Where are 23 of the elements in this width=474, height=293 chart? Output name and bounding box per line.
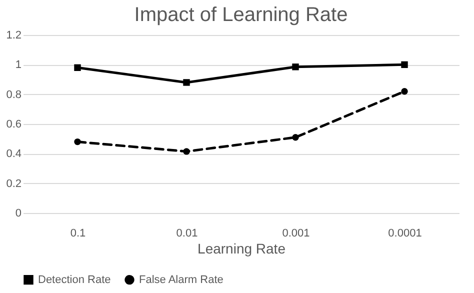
- legend-label: Detection Rate: [38, 274, 111, 286]
- x-tick-label: 0.0001: [388, 228, 422, 240]
- point: [292, 64, 299, 70]
- y-tick-label: 1.2: [6, 30, 22, 42]
- point: [401, 61, 408, 68]
- y-tick-label: 0: [15, 208, 22, 220]
- chart-title: Impact of Learning Rate: [134, 4, 348, 26]
- point: [74, 64, 81, 71]
- y-tick-label: 1: [15, 59, 22, 72]
- point: [292, 134, 299, 141]
- y-tick-label: 0.8: [6, 88, 22, 101]
- point: [74, 138, 81, 146]
- legend-label: False Alarm Rate: [139, 274, 224, 286]
- y-tick-label: 0.6: [6, 118, 22, 130]
- point: [401, 88, 408, 95]
- point: [183, 148, 190, 155]
- point: [183, 79, 190, 86]
- x-axis-title: Learning Rate: [198, 240, 286, 256]
- x-tick-label: 0.01: [176, 228, 198, 240]
- x-tick-label: 0.001: [282, 228, 310, 240]
- y-tick-label: 0.4: [6, 148, 22, 160]
- y-tick-label: 0.2: [6, 178, 22, 190]
- x-tick-label: 0.1: [70, 228, 86, 240]
